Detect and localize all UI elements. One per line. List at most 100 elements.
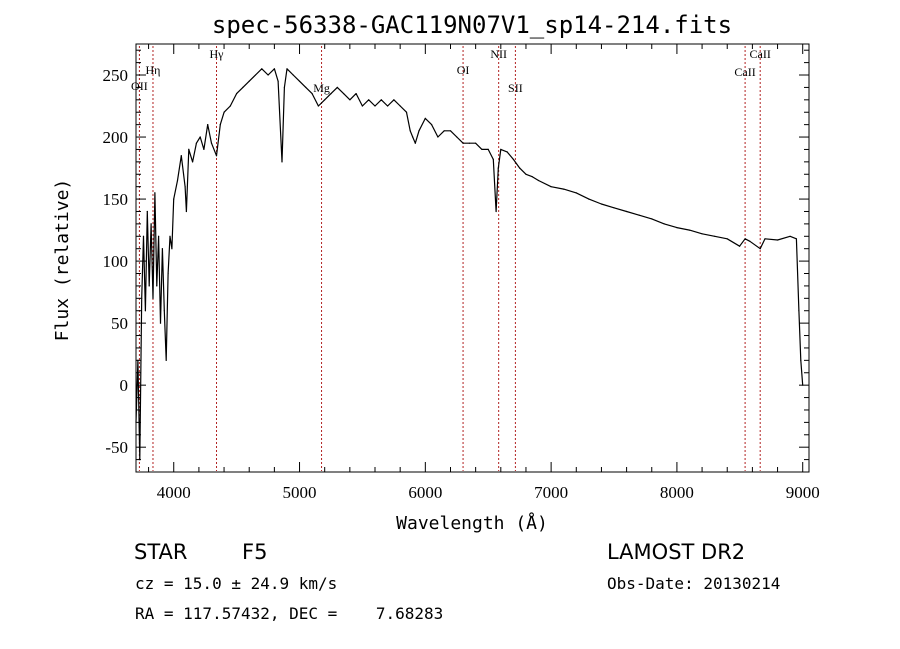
spectrum-point: [462, 142, 464, 144]
spectrum-point: [492, 158, 494, 160]
spectrum-point: [161, 248, 163, 250]
spectrum-point: [449, 130, 452, 132]
spectrum-point: [281, 161, 283, 163]
redshift-text: cz = 15.0 ± 24.9 km/s: [135, 574, 338, 593]
spectrum-point: [575, 192, 577, 194]
spectrum-point: [292, 74, 294, 76]
spectrum-point: [387, 105, 389, 107]
spectrum-point: [286, 68, 288, 70]
y-tick-label: 150: [103, 190, 129, 209]
plot-frame: [135, 43, 810, 473]
spectrum-point: [613, 207, 615, 209]
spectrum-point: [336, 86, 338, 88]
line-marker-label: CaII: [750, 47, 771, 61]
spectrum-point: [142, 235, 145, 237]
x-axis: 4000 5000 6000 7000 8000 9000: [148, 44, 820, 502]
spectrum-point: [229, 105, 231, 107]
spectrum-point: [156, 285, 158, 287]
spectrum-point: [495, 210, 497, 213]
line-marker-label: Mg: [313, 81, 330, 95]
spectrum-point: [409, 130, 411, 132]
line-marker-label: OII: [131, 79, 148, 93]
spectrum-point: [203, 148, 205, 150]
object-class: STAR: [134, 540, 188, 564]
spectrum-point: [184, 186, 186, 188]
y-tick-label: 50: [111, 314, 128, 333]
spectrum-point: [418, 130, 420, 132]
object-subclass: F5: [242, 540, 268, 564]
spectrum-point: [144, 310, 146, 312]
spectrum-point: [283, 86, 285, 88]
spectrum-point: [638, 214, 640, 216]
spectrum-point: [688, 229, 691, 231]
spectrum-point: [437, 136, 439, 138]
spectrum-point: [714, 235, 716, 237]
spectrum-point: [759, 248, 761, 250]
spectrum-point: [456, 136, 458, 138]
spectrum-point: [487, 148, 489, 150]
spectrum-point: [744, 238, 746, 240]
spectrum-point: [167, 272, 169, 275]
x-tick-label: 7000: [534, 483, 568, 502]
y-axis: -50 0 50 100 150 200 250: [103, 49, 809, 461]
spectrum-point: [777, 239, 779, 241]
spectrum-point: [497, 167, 499, 169]
spectrum-point: [158, 235, 160, 237]
x-tick-label: 9000: [786, 483, 820, 502]
spectrum-point: [176, 179, 179, 182]
spectrum-series: [135, 68, 804, 461]
line-marker-label: Hη: [146, 63, 161, 77]
spectrum-point: [169, 235, 171, 237]
spectrum-point: [355, 93, 357, 95]
spectrum-point: [531, 176, 533, 178]
spectrum-point: [261, 68, 263, 70]
radec-text: RA = 117.57432, DEC = 7.68283: [135, 604, 444, 623]
spectrum-point: [537, 179, 540, 182]
spectrum-point: [330, 93, 332, 95]
spectrum-point: [254, 74, 257, 76]
line-marker-label: SII: [508, 81, 523, 95]
spectrum-point: [267, 74, 269, 76]
survey-label: LAMOST DR2: [607, 540, 746, 564]
spectrum-point: [150, 223, 152, 225]
spectrum-point: [324, 99, 326, 101]
emission-line-markers: OII Hη Hγ Mg OI NII SII CaII CaII: [131, 46, 771, 471]
x-tick-label: 5000: [283, 483, 317, 502]
spectrum-point: [349, 99, 351, 101]
spectrum-point: [374, 105, 376, 107]
spectrum-point: [343, 93, 345, 95]
spectrum-point: [180, 155, 182, 157]
line-marker-label: NII: [490, 47, 507, 61]
y-tick-label: 100: [103, 252, 129, 271]
spectrum-point: [146, 210, 148, 213]
spectrum-point: [525, 173, 527, 175]
spectrum-point: [361, 105, 363, 107]
spectrum-point: [626, 210, 628, 213]
spectrum-point: [405, 111, 408, 113]
spectrum-point: [163, 310, 165, 312]
spectrum-point: [171, 248, 173, 250]
x-axis-label: Wavelength (Å): [396, 512, 548, 534]
spectrum-point: [443, 130, 445, 132]
spectrum-point: [412, 136, 414, 138]
y-tick-label: 0: [120, 376, 129, 395]
spectrum-point: [154, 192, 156, 194]
spectrum-point: [380, 99, 382, 101]
line-marker-label: OI: [457, 63, 470, 77]
spectrum-point: [676, 227, 678, 229]
spectrum-point: [800, 359, 802, 361]
x-tick-label: 8000: [660, 483, 694, 502]
y-tick-label: 200: [103, 128, 129, 147]
spectrum-point: [749, 240, 751, 242]
spectrum-point: [795, 238, 798, 240]
spectrum-point: [148, 285, 150, 287]
line-marker-label: Hγ: [210, 47, 225, 61]
spectrum-point: [663, 223, 665, 225]
spectrum-point: [475, 142, 477, 144]
spectrum-point: [195, 142, 197, 144]
spectrum-point: [519, 167, 521, 169]
spectrum-point: [165, 359, 167, 361]
spectrum-point: [512, 158, 515, 160]
spectrum-point: [500, 148, 502, 150]
x-tick-label: 6000: [408, 483, 442, 502]
